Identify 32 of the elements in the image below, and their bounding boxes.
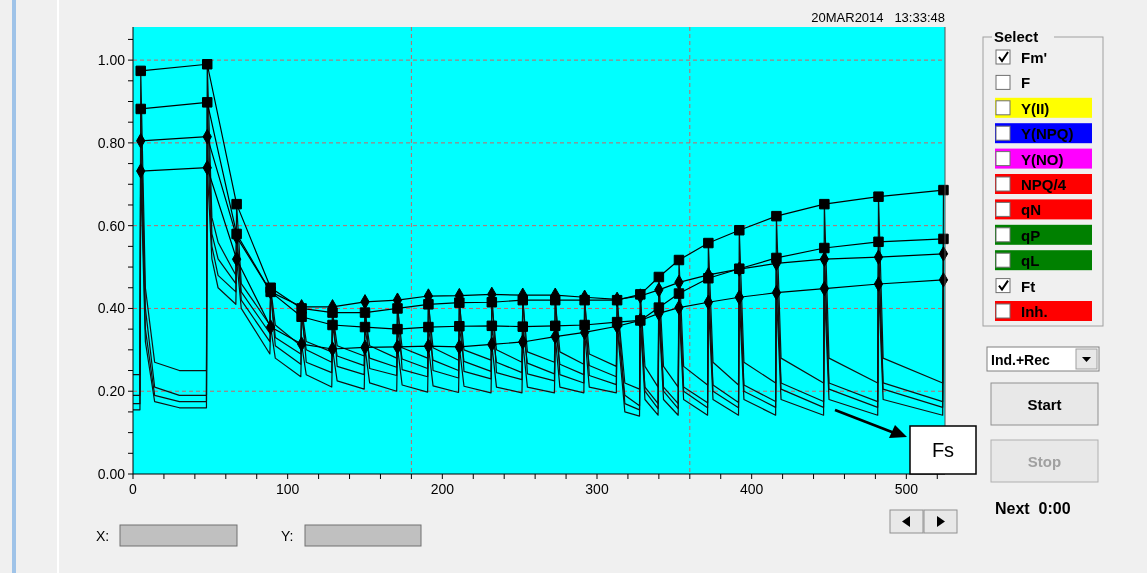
- text: Inh.: [1021, 303, 1048, 320]
- text: Stop: [1027, 453, 1062, 470]
- text: Y(NO): [1021, 150, 1064, 168]
- text: qP: [1021, 226, 1041, 244]
- text: Select: [994, 28, 1039, 45]
- x-tick-label: 500: [894, 481, 919, 497]
- text: qN: [1021, 201, 1041, 219]
- x-tick-label: 300: [585, 481, 609, 497]
- x-tick-label: 200: [430, 481, 455, 497]
- text: Fm': [1021, 49, 1048, 66]
- text: Y(II): [1021, 99, 1050, 117]
- y-tick-label: 0.60: [97, 217, 126, 234]
- text: Ft: [1021, 277, 1036, 295]
- text: Next 0:00: [995, 500, 1071, 517]
- y-tick-label: 0.40: [97, 300, 126, 317]
- text: F: [1021, 74, 1031, 92]
- text: Ind.+Rec: [991, 352, 1050, 368]
- text: Y(NPQ): [1021, 125, 1074, 143]
- y-tick-label: 1.00: [97, 52, 126, 69]
- text: 20MAR2014 13:33:48: [811, 10, 945, 25]
- text: qL: [1021, 252, 1040, 270]
- text: Start: [1027, 396, 1062, 413]
- y-tick-label: 0.00: [97, 466, 126, 482]
- text: X:: [96, 528, 110, 544]
- text: Y:: [281, 528, 294, 544]
- x-tick-label: 100: [275, 481, 300, 497]
- y-tick-label: 0.80: [97, 134, 126, 151]
- x-tick-label: 0: [129, 481, 138, 497]
- annotation: Fs: [931, 439, 955, 461]
- text: NPQ/4: [1021, 176, 1067, 193]
- y-tick-label: 0.20: [97, 383, 126, 400]
- x-tick-label: 400: [739, 481, 764, 497]
